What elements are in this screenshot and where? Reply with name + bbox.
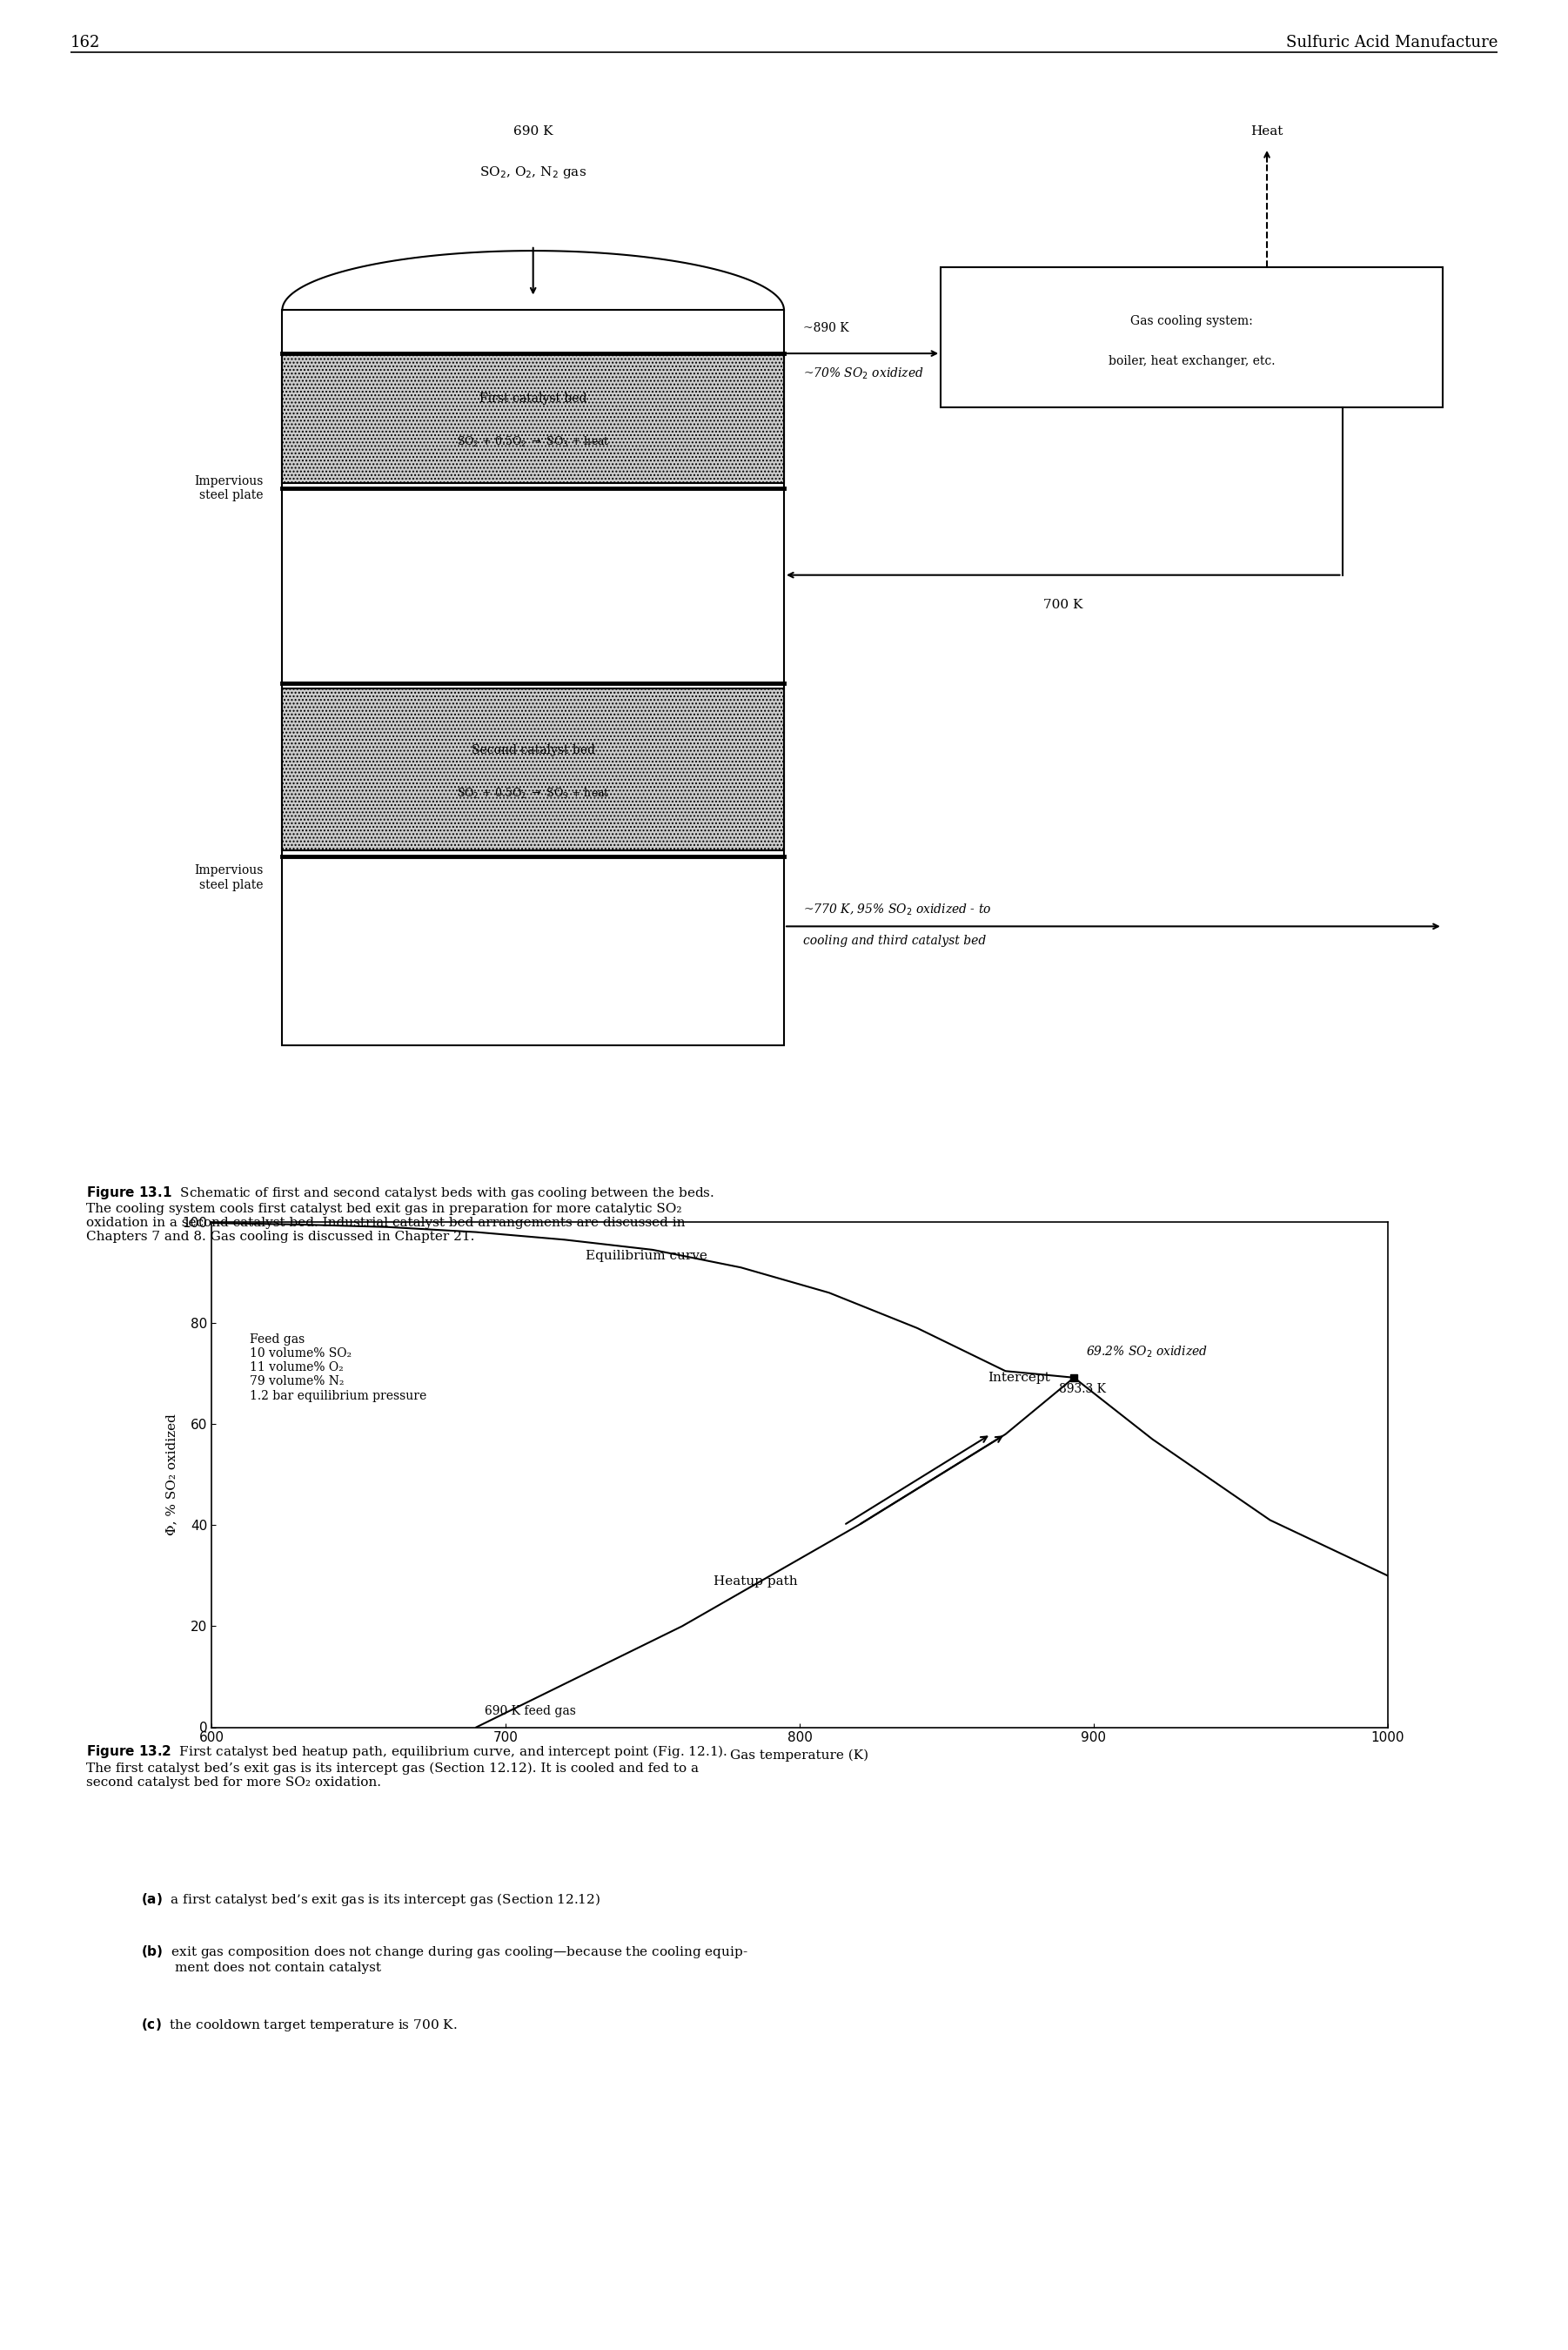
Text: Sulfuric Acid Manufacture: Sulfuric Acid Manufacture xyxy=(1286,35,1497,52)
Text: $\bf{Figure\ 13.1}$  Schematic of first and second catalyst beds with gas coolin: $\bf{Figure\ 13.1}$ Schematic of first a… xyxy=(86,1184,715,1243)
Bar xyxy=(282,689,784,851)
Text: Impervious
steel plate: Impervious steel plate xyxy=(194,475,263,501)
Text: $\bf{Figure\ 13.2}$  First catalyst bed heatup path, equilibrium curve, and inte: $\bf{Figure\ 13.2}$ First catalyst bed h… xyxy=(86,1744,728,1788)
Text: 893.3 K: 893.3 K xyxy=(1060,1382,1107,1396)
Text: Impervious
steel plate: Impervious steel plate xyxy=(194,865,263,891)
Text: Second catalyst bed: Second catalyst bed xyxy=(472,745,594,757)
Text: 690 K feed gas: 690 K feed gas xyxy=(485,1706,577,1718)
Text: ~70% SO$_2$ oxidized: ~70% SO$_2$ oxidized xyxy=(803,367,924,381)
Text: cooling and third catalyst bed: cooling and third catalyst bed xyxy=(803,935,986,947)
Text: ~890 K: ~890 K xyxy=(803,322,848,334)
Bar xyxy=(282,310,784,1046)
Text: Heatup path: Heatup path xyxy=(713,1577,798,1589)
Text: SO$_2$, O$_2$, N$_2$ gas: SO$_2$, O$_2$, N$_2$ gas xyxy=(480,165,586,181)
Text: 690 K: 690 K xyxy=(513,125,554,136)
Bar xyxy=(941,268,1443,407)
Bar xyxy=(282,352,784,484)
Text: Intercept: Intercept xyxy=(988,1372,1051,1384)
Text: SO$_2$ + 0.5O$_2$ $\rightarrow$ SO$_3$ + heat: SO$_2$ + 0.5O$_2$ $\rightarrow$ SO$_3$ +… xyxy=(456,435,610,449)
Text: 700 K: 700 K xyxy=(1043,599,1083,611)
Text: boiler, heat exchanger, etc.: boiler, heat exchanger, etc. xyxy=(1109,355,1275,367)
Text: SO$_2$ + 0.5O$_2$ $\rightarrow$ SO$_3$ + heat: SO$_2$ + 0.5O$_2$ $\rightarrow$ SO$_3$ +… xyxy=(456,787,610,801)
Text: 69.2% SO$_2$ oxidized: 69.2% SO$_2$ oxidized xyxy=(1085,1344,1207,1361)
Text: 162: 162 xyxy=(71,35,100,52)
Text: $\bf{(c)}$  the cooldown target temperature is 700 K.: $\bf{(c)}$ the cooldown target temperatu… xyxy=(141,2016,458,2033)
Text: First catalyst bed: First catalyst bed xyxy=(480,392,586,404)
Text: Equilibrium curve: Equilibrium curve xyxy=(586,1250,707,1262)
Text: $\bf{(a)}$  a first catalyst bed’s exit gas is its intercept gas (Section 12.12): $\bf{(a)}$ a first catalyst bed’s exit g… xyxy=(141,1892,601,1908)
Text: $\bf{(b)}$  exit gas composition does not change during gas cooling—because the : $\bf{(b)}$ exit gas composition does not… xyxy=(141,1943,748,1974)
Y-axis label: Φ, % SO₂ oxidized: Φ, % SO₂ oxidized xyxy=(165,1415,177,1535)
Text: Gas cooling system:: Gas cooling system: xyxy=(1131,315,1253,327)
Text: ~770 K, 95% SO$_2$ oxidized - to: ~770 K, 95% SO$_2$ oxidized - to xyxy=(803,902,991,919)
Text: Feed gas
10 volume% SO₂
11 volume% O₂
79 volume% N₂
1.2 bar equilibrium pressure: Feed gas 10 volume% SO₂ 11 volume% O₂ 79… xyxy=(249,1332,426,1401)
X-axis label: Gas temperature (K): Gas temperature (K) xyxy=(731,1748,869,1762)
Text: Heat: Heat xyxy=(1251,125,1283,136)
